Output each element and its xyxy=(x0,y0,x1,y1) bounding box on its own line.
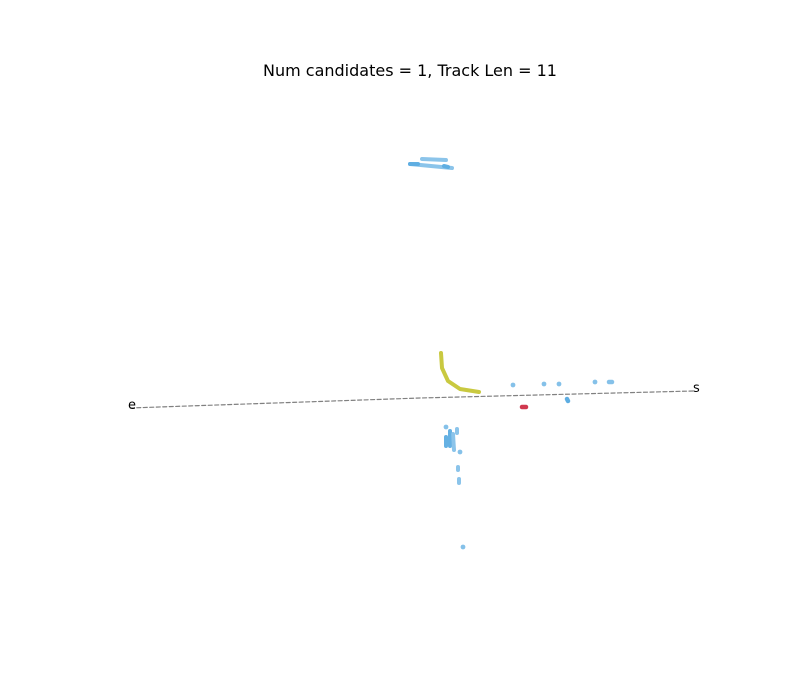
lane-dot xyxy=(510,382,516,388)
lane-dot xyxy=(592,379,598,385)
route-layer xyxy=(129,390,694,409)
route-start-label: s xyxy=(693,381,700,396)
lane-dot xyxy=(556,381,562,387)
lane-dot xyxy=(443,424,449,430)
candidate-layer xyxy=(439,351,481,394)
lane-segment xyxy=(420,157,448,162)
lane-dot xyxy=(541,381,547,387)
candidate-trajectory xyxy=(439,351,481,394)
lane-layer xyxy=(408,157,615,550)
lane-dot xyxy=(564,396,571,404)
lane-segment xyxy=(451,432,456,452)
route-end-label: e xyxy=(128,398,136,413)
route-line xyxy=(129,390,694,409)
lane-dot xyxy=(457,449,463,455)
lane-segment xyxy=(442,164,450,169)
chart-title: Num candidates = 1, Track Len = 11 xyxy=(263,61,557,80)
lane-dot xyxy=(460,544,466,550)
